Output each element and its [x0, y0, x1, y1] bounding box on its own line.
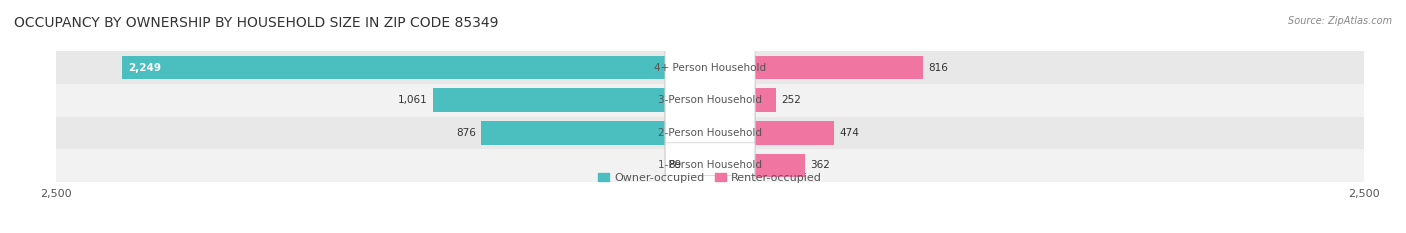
Text: 2,249: 2,249 [128, 63, 162, 72]
Text: 252: 252 [782, 95, 801, 105]
Bar [710, 56, 924, 79]
Text: 89: 89 [668, 161, 682, 170]
Text: 2-Person Household: 2-Person Household [658, 128, 762, 138]
FancyBboxPatch shape [665, 58, 755, 208]
FancyBboxPatch shape [665, 90, 755, 233]
Text: 3-Person Household: 3-Person Household [658, 95, 762, 105]
Text: 1-Person Household: 1-Person Household [658, 161, 762, 170]
Text: Source: ZipAtlas.com: Source: ZipAtlas.com [1288, 16, 1392, 26]
Bar [56, 84, 1364, 116]
Bar [56, 51, 1364, 84]
FancyBboxPatch shape [665, 0, 755, 143]
Bar [710, 89, 776, 112]
Text: 1,061: 1,061 [398, 95, 427, 105]
Bar [56, 116, 1364, 149]
Text: 4+ Person Household: 4+ Person Household [654, 63, 766, 72]
Legend: Owner-occupied, Renter-occupied: Owner-occupied, Renter-occupied [599, 173, 821, 183]
Text: 816: 816 [928, 63, 949, 72]
Text: 474: 474 [839, 128, 859, 138]
Bar [481, 121, 710, 144]
Bar [56, 149, 1364, 182]
Text: 876: 876 [456, 128, 475, 138]
Bar [710, 154, 804, 177]
Bar [122, 56, 710, 79]
Bar [686, 154, 710, 177]
Text: 362: 362 [810, 161, 830, 170]
Bar [710, 121, 834, 144]
FancyBboxPatch shape [665, 25, 755, 175]
Bar [433, 89, 710, 112]
Text: OCCUPANCY BY OWNERSHIP BY HOUSEHOLD SIZE IN ZIP CODE 85349: OCCUPANCY BY OWNERSHIP BY HOUSEHOLD SIZE… [14, 16, 499, 30]
